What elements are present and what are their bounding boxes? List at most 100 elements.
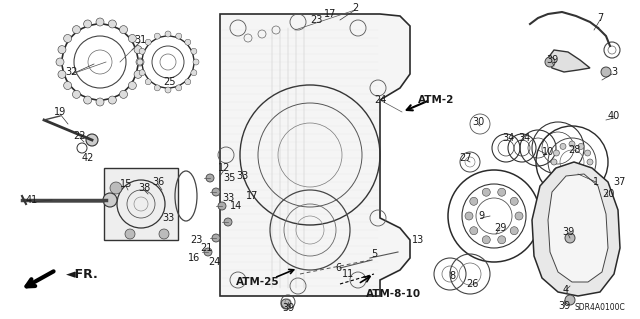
Circle shape (281, 299, 291, 309)
Circle shape (145, 79, 151, 85)
Text: 8: 8 (449, 271, 455, 281)
Circle shape (569, 177, 575, 183)
Circle shape (58, 70, 66, 78)
Text: 22: 22 (74, 131, 86, 141)
Text: 21: 21 (200, 243, 212, 253)
Circle shape (470, 197, 478, 205)
Circle shape (185, 79, 191, 85)
Text: 39: 39 (558, 301, 570, 311)
Circle shape (96, 18, 104, 26)
Circle shape (139, 70, 145, 76)
Circle shape (63, 82, 72, 90)
Circle shape (108, 20, 116, 28)
Circle shape (569, 141, 575, 147)
Circle shape (545, 57, 555, 67)
Text: 30: 30 (472, 117, 484, 127)
Circle shape (84, 20, 92, 28)
Text: 12: 12 (218, 163, 230, 173)
Circle shape (204, 248, 212, 256)
Text: 20: 20 (602, 189, 614, 199)
Circle shape (483, 236, 490, 244)
Text: 29: 29 (494, 223, 506, 233)
Circle shape (72, 90, 81, 98)
Circle shape (587, 159, 593, 165)
Circle shape (120, 90, 127, 98)
Circle shape (470, 227, 478, 235)
Text: ◄FR.: ◄FR. (66, 268, 99, 280)
Text: 31: 31 (134, 35, 146, 45)
Text: 9: 9 (478, 211, 484, 221)
Text: 13: 13 (412, 235, 424, 245)
Circle shape (560, 144, 566, 149)
Circle shape (551, 159, 557, 165)
Text: 25: 25 (164, 77, 176, 87)
Circle shape (139, 48, 145, 54)
Text: 39: 39 (562, 227, 574, 237)
Text: 33: 33 (162, 213, 174, 223)
Circle shape (212, 234, 220, 242)
Circle shape (63, 34, 72, 42)
FancyBboxPatch shape (104, 168, 178, 240)
Circle shape (84, 96, 92, 104)
Circle shape (125, 229, 135, 239)
Circle shape (110, 182, 122, 194)
Text: 4: 4 (563, 285, 569, 295)
Circle shape (185, 39, 191, 45)
Circle shape (165, 31, 171, 37)
Circle shape (176, 33, 182, 39)
Circle shape (108, 96, 116, 104)
Text: 6: 6 (335, 263, 341, 273)
Circle shape (554, 150, 559, 156)
Text: 15: 15 (120, 179, 132, 189)
Text: 39: 39 (282, 303, 294, 313)
Circle shape (218, 202, 226, 210)
Text: 7: 7 (597, 13, 603, 23)
Circle shape (154, 33, 160, 39)
Circle shape (510, 197, 518, 205)
Text: 14: 14 (230, 201, 242, 211)
Circle shape (565, 233, 575, 243)
Text: 39: 39 (546, 55, 558, 65)
Circle shape (137, 59, 143, 65)
Text: 11: 11 (342, 269, 354, 279)
Circle shape (515, 212, 523, 220)
Circle shape (224, 218, 232, 226)
Text: 23: 23 (190, 235, 202, 245)
Text: 1: 1 (593, 177, 599, 187)
Circle shape (176, 85, 182, 91)
Circle shape (212, 188, 220, 196)
Text: 37: 37 (614, 177, 626, 187)
Circle shape (191, 70, 197, 76)
Circle shape (554, 168, 559, 174)
Circle shape (145, 39, 151, 45)
Text: 34: 34 (518, 133, 530, 143)
Text: ATM-25: ATM-25 (236, 277, 280, 287)
Text: 27: 27 (460, 153, 472, 163)
Text: 10: 10 (542, 147, 554, 157)
Text: 28: 28 (568, 145, 580, 155)
Text: 2: 2 (352, 3, 358, 13)
Text: 32: 32 (66, 67, 78, 77)
Polygon shape (532, 162, 620, 296)
Circle shape (58, 46, 66, 54)
Circle shape (193, 59, 199, 65)
Text: 3: 3 (611, 67, 617, 77)
Text: 33: 33 (222, 193, 234, 203)
Text: 24: 24 (208, 257, 220, 267)
Text: 35: 35 (224, 173, 236, 183)
Text: 38: 38 (138, 183, 150, 193)
Text: ATM-8-10: ATM-8-10 (367, 289, 422, 299)
Circle shape (510, 227, 518, 235)
Text: 16: 16 (188, 253, 200, 263)
Text: 19: 19 (54, 107, 66, 117)
Circle shape (578, 174, 584, 181)
Circle shape (165, 87, 171, 93)
Circle shape (498, 188, 506, 196)
Circle shape (136, 58, 144, 66)
Text: 23: 23 (310, 15, 322, 25)
Circle shape (129, 34, 136, 42)
Polygon shape (220, 14, 410, 296)
Circle shape (129, 82, 136, 90)
Circle shape (86, 134, 98, 146)
Text: ATM-2: ATM-2 (418, 95, 454, 105)
